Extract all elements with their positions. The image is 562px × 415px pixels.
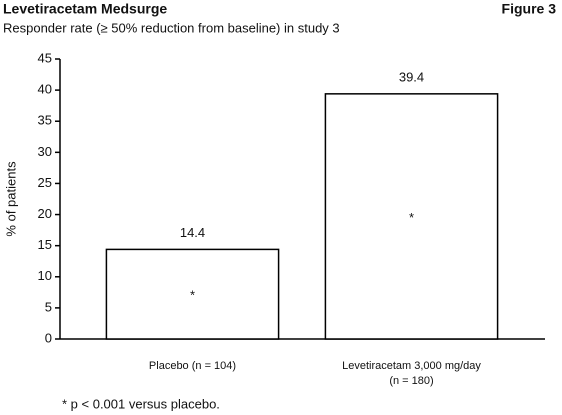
bar-annotation: * bbox=[409, 210, 414, 225]
y-tick-label: 5 bbox=[45, 299, 52, 314]
x-tick-label: (n = 180) bbox=[389, 375, 433, 387]
y-axis-label: % of patients bbox=[3, 161, 18, 237]
chart-subtitle: Responder rate (≥ 50% reduction from bas… bbox=[3, 20, 340, 35]
value-label: 14.4 bbox=[180, 225, 205, 240]
y-tick-label: 25 bbox=[38, 175, 52, 190]
y-tick-label: 30 bbox=[38, 144, 52, 159]
y-tick-label: 15 bbox=[38, 237, 52, 252]
chart-title: Levetiracetam Medsurge bbox=[3, 1, 167, 17]
y-tick-label: 35 bbox=[38, 113, 52, 128]
y-tick-label: 45 bbox=[38, 50, 52, 65]
y-tick-label: 20 bbox=[38, 206, 52, 221]
y-tick-label: 0 bbox=[45, 330, 52, 345]
figure-label: Figure 3 bbox=[502, 1, 557, 17]
bar-annotation: * bbox=[190, 288, 195, 303]
footnote: * p < 0.001 versus placebo. bbox=[62, 396, 220, 411]
bar bbox=[324, 93, 499, 340]
x-tick-label: Levetiracetam 3,000 mg/day bbox=[342, 360, 481, 372]
y-tick-label: 40 bbox=[38, 82, 52, 97]
x-tick-label: Placebo (n = 104) bbox=[149, 360, 236, 372]
y-tick-label: 10 bbox=[38, 268, 52, 283]
value-label: 39.4 bbox=[399, 69, 424, 84]
bar bbox=[105, 248, 280, 340]
